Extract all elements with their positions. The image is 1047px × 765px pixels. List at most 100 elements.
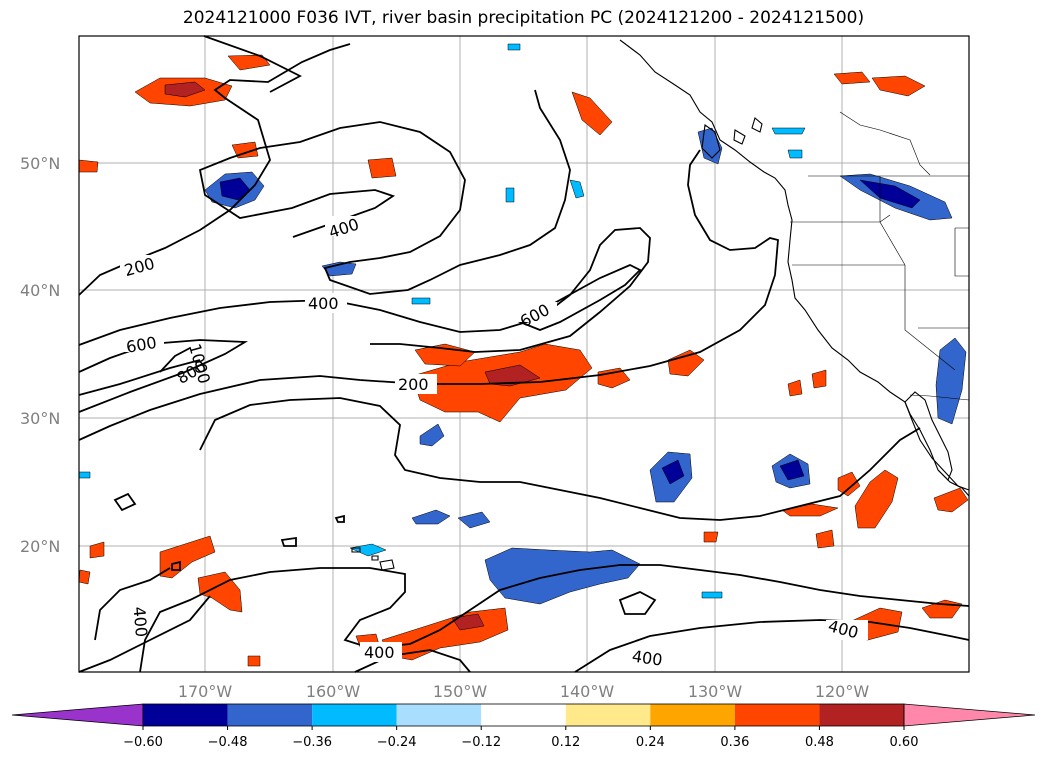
anomaly-pos-13 <box>837 471 861 497</box>
anomaly-pos-26 <box>787 379 803 397</box>
anomaly-neg-3-core <box>859 179 921 209</box>
contour-small-4 <box>334 514 345 523</box>
anomaly-pos-25 <box>871 75 926 97</box>
colorbar-tick-label: −0.60 <box>123 735 163 750</box>
anomaly-neg-7 <box>484 547 641 605</box>
contour-600 <box>78 339 249 413</box>
contour-400-west <box>78 227 651 353</box>
lon-label: 150°W <box>433 682 488 701</box>
lat-label: 20°N <box>20 537 60 556</box>
anomaly-pos-11 <box>854 469 899 529</box>
hawaii-2 <box>379 559 395 571</box>
anomaly-neg-12 <box>569 179 585 199</box>
political-boundaries <box>790 111 970 401</box>
colorbar-frame <box>142 703 905 727</box>
anomaly-pos-17 <box>89 541 105 559</box>
contour-small-1 <box>113 492 137 512</box>
border-id <box>879 176 906 266</box>
ivt-contours <box>78 35 970 673</box>
lat-label: 30°N <box>20 409 60 428</box>
lon-label: 160°W <box>306 682 361 701</box>
anomaly-neg-13 <box>771 127 806 135</box>
hawaii-1 <box>351 547 361 553</box>
contour-label: 400 <box>631 647 664 670</box>
colorbar-tick-label: −0.12 <box>461 735 501 750</box>
colorbar-segment <box>734 704 820 726</box>
anomaly-pos-18 <box>159 535 216 579</box>
colorbar-segment <box>396 704 482 726</box>
contour-200-south-loop <box>199 397 921 521</box>
anomaly-pos-4 <box>367 157 397 179</box>
anomaly-neg-15 <box>349 543 387 557</box>
anomaly-neg-20 <box>507 43 521 51</box>
anomaly-pos-15 <box>815 529 835 549</box>
anomaly-neg-11 <box>321 261 357 277</box>
colorbar-segment <box>819 704 904 726</box>
colorbar-tick-label: 0.36 <box>720 735 749 750</box>
contour-south-b <box>94 567 171 641</box>
contour-south-d <box>574 619 970 673</box>
border-us-mexico <box>909 394 970 401</box>
colorbar-tick-label: 0.60 <box>890 735 919 750</box>
colorbar-tick-label: −0.36 <box>292 735 332 750</box>
colorbar-segment <box>650 704 735 726</box>
contour-600-inner <box>517 264 642 331</box>
anomaly-pos-16 <box>78 569 91 585</box>
contour-800 <box>78 359 201 396</box>
hawaii-3 <box>371 555 379 561</box>
anomaly-neg-5-core <box>661 459 685 485</box>
colorbar-tick-label: −0.48 <box>208 735 248 750</box>
contour-south-a <box>78 595 211 673</box>
lon-label: 120°W <box>815 682 870 701</box>
map-title: 2024121000 F036 IVT, river basin precipi… <box>182 8 865 28</box>
colorbar: −0.60 −0.48 −0.36 −0.24 −0.12 0.12 0.24 0.36 0.4… <box>11 703 1036 750</box>
lat-label: 40°N <box>20 281 60 300</box>
anomaly-neg-4 <box>935 337 967 425</box>
anomaly-pos-3 <box>231 141 259 159</box>
contour-1000 <box>159 347 191 373</box>
border-nv-ca <box>904 265 956 371</box>
colorbar-tick-label: 0.12 <box>551 735 580 750</box>
colorbar-segment <box>565 704 651 726</box>
lon-label: 170°W <box>178 682 233 701</box>
colorbar-tick-label: 0.24 <box>636 735 665 750</box>
anomaly-neg-19 <box>505 187 515 203</box>
negative-anomaly-regions <box>78 43 967 605</box>
anomaly-pos-12 <box>933 487 969 513</box>
anomaly-neg-8 <box>419 423 445 447</box>
colorbar-tick-label: 0.48 <box>805 735 834 750</box>
lat-label: 50°N <box>20 154 60 173</box>
anomaly-pos-1-core <box>164 81 206 98</box>
lon-label: 130°W <box>688 682 743 701</box>
coastline-baja <box>904 391 953 481</box>
contour-200-mid <box>78 149 779 441</box>
coastline-islands-3 <box>733 129 746 145</box>
contour-small-3 <box>280 536 297 547</box>
anomaly-neg-18 <box>78 471 91 479</box>
colorbar-segment <box>143 704 228 726</box>
anomaly-neg-17 <box>701 591 723 599</box>
contour-south-c <box>139 564 970 673</box>
coastlines <box>351 39 970 571</box>
longitude-labels: 170°W 160°W 150°W 140°W 130°W 120°W <box>178 682 870 701</box>
anomaly-neg-14 <box>787 149 803 159</box>
anomaly-pos-20-core <box>451 613 485 631</box>
colorbar-extend-high <box>903 703 1036 727</box>
anomaly-pos-2 <box>227 54 271 71</box>
coastline-islands-2 <box>751 117 763 133</box>
colorbar-tick-label: −0.24 <box>377 735 417 750</box>
border-ut <box>954 227 969 277</box>
contour-label: 400 <box>364 643 395 662</box>
colorbar-segment <box>312 704 397 726</box>
contour-400-hook <box>198 89 571 295</box>
anomaly-pos-28 <box>703 531 719 543</box>
latitude-labels: 50°N 40°N 30°N 20°N <box>20 154 60 556</box>
colorbar-segment <box>227 704 313 726</box>
anomaly-neg-6-core <box>779 459 805 481</box>
colorbar-segment <box>481 704 566 726</box>
anomaly-neg-10 <box>457 511 491 529</box>
anomaly-pos-29 <box>247 655 261 667</box>
anomaly-pos-10 <box>667 349 705 377</box>
contour-small-5 <box>171 560 181 571</box>
map-frame <box>78 35 970 673</box>
